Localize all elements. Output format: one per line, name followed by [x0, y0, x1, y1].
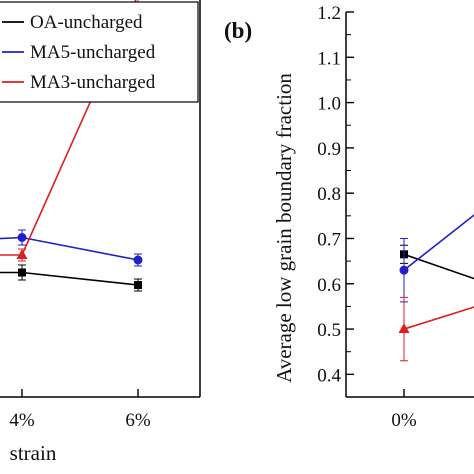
- panel-a-data-point: [17, 233, 27, 242]
- legend-entry: MA5-uncharged: [30, 42, 156, 63]
- panel-b-y-tick-label: 0.5: [317, 320, 341, 341]
- panel-a-data-point: [18, 268, 26, 277]
- panel-b-y-axis-label: Average low grain boundary fraction: [272, 73, 296, 383]
- panel-b-y-tick-label: 0.9: [317, 139, 341, 160]
- panel-b-y-tick-label: 0.7: [317, 229, 341, 250]
- panel-a-x-tick-label: 4%: [9, 410, 35, 431]
- legend-entry: OA-uncharged: [30, 12, 143, 33]
- legend: OA-uncharged MA5-uncharged MA3-uncharged: [0, 1, 199, 103]
- panel-b-series-line-2: [403, 306, 474, 330]
- panel-a-data-point: [134, 281, 142, 289]
- panel-a-x-axis-label: strain: [10, 441, 57, 465]
- panel-b-y-tick-label: 1.1: [317, 48, 341, 69]
- panel-b-label: (b): [224, 18, 252, 43]
- panel-b-y-tick-label: 0.4: [317, 365, 341, 386]
- panel-b-y-tick-label: 0.8: [317, 184, 341, 205]
- panel-b-data-point: [398, 323, 410, 334]
- panel-b: (b) Average low grain boundary fraction …: [224, 3, 474, 431]
- panel-b-y-tick-label: 0.6: [317, 275, 341, 296]
- panel-b-data-point: [399, 265, 409, 275]
- panel-a-data-point: [133, 255, 143, 265]
- panel-b-y-tick-label: 1.0: [317, 94, 341, 115]
- panel-a-x-tick-label: 6%: [125, 410, 151, 431]
- panel-b-x-tick-label: 0%: [391, 410, 417, 431]
- legend-entry: MA3-uncharged: [30, 72, 156, 93]
- panel-a-data-point: [16, 249, 28, 259]
- panel-b-series-line-0: [403, 253, 474, 280]
- panel-b-series-line-1: [403, 214, 474, 271]
- legend-frame: [0, 1, 199, 103]
- panel-b-y-tick-label: 1.2: [317, 3, 341, 24]
- panel-a: 4% 6% strain OA-uncharged MA5-uncharged MA3…: [0, 0, 201, 465]
